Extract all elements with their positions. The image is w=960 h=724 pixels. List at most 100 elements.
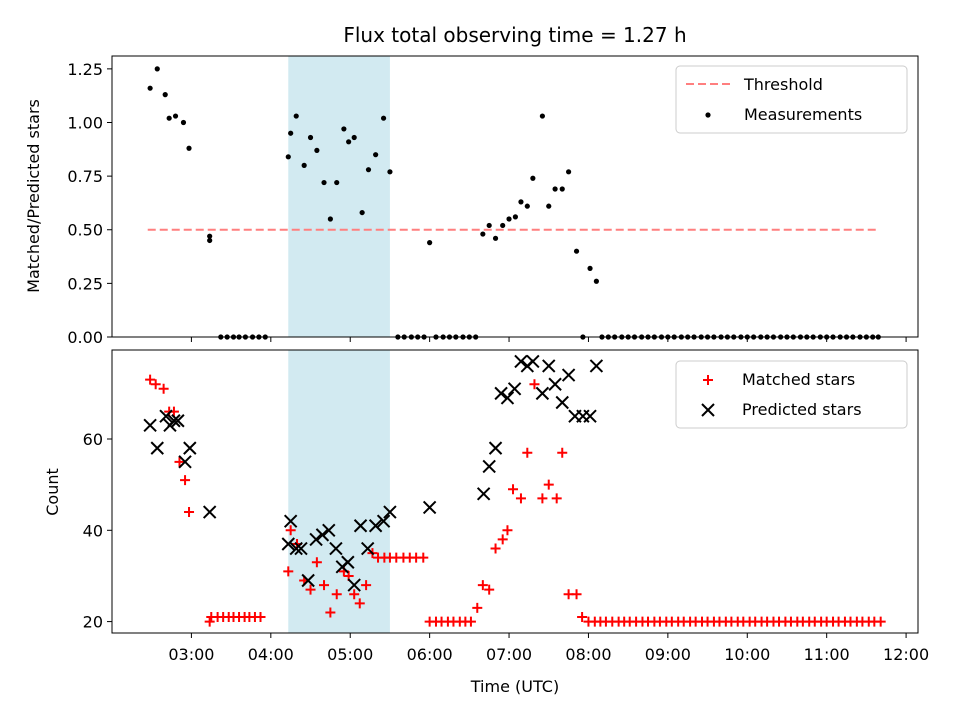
x-tick-label: 10:00 <box>724 645 770 664</box>
top-y-tick-label: 0.50 <box>67 221 103 240</box>
measurement-point <box>427 240 433 246</box>
legend-measurements-label: Measurements <box>744 105 862 124</box>
predicted-star-point <box>514 354 528 369</box>
matched-star-point <box>522 447 533 458</box>
bottom-panel: Count 20 40 60 03:00 04:00 05:00 06:00 07:00 08:… <box>43 349 929 664</box>
matched-star-point <box>465 616 476 627</box>
predicted-star-point <box>341 555 355 569</box>
predicted-star-point <box>482 459 496 474</box>
predicted-star-point <box>561 368 576 382</box>
top-y-tick-label: 0.75 <box>67 167 103 186</box>
measurement-point <box>559 186 565 192</box>
predicted-star-point <box>329 541 343 556</box>
measurement-point <box>573 248 580 254</box>
x-tick-label: 12:00 <box>883 645 929 664</box>
matched-star-point <box>325 607 336 618</box>
measurement-point <box>207 233 213 239</box>
matched-star-point <box>311 557 322 568</box>
top-y-tick-label: 0.25 <box>67 274 103 293</box>
measurement-point <box>207 237 213 244</box>
top-y-tick-label: 1.25 <box>67 60 103 79</box>
legend-predicted-swatch <box>701 403 715 417</box>
predicted-star-point <box>422 500 437 515</box>
matched-star-point <box>557 447 568 458</box>
matched-star-point <box>349 589 360 600</box>
x-tick-label: 06:00 <box>407 645 453 664</box>
matched-star-point <box>150 379 161 390</box>
matched-star-point <box>477 580 488 591</box>
predicted-star-point <box>542 359 556 373</box>
predicted-star-point <box>583 409 597 423</box>
measurement-point <box>380 115 387 121</box>
predicted-star-point <box>376 514 391 528</box>
predicted-star-point <box>281 537 295 551</box>
x-tick-label: 04:00 <box>248 645 294 664</box>
measurement-point <box>373 152 379 158</box>
predicted-star-point <box>309 532 323 547</box>
bottom-y-tick-label: 60 <box>83 430 103 449</box>
matched-star-point <box>145 374 156 385</box>
predicted-star-point <box>360 541 375 556</box>
measurement-point <box>186 145 192 151</box>
predicted-star-point <box>294 541 308 556</box>
bottom-series-x <box>143 354 604 592</box>
matched-star-point <box>184 507 195 518</box>
measurement-point <box>180 119 187 126</box>
matched-star-point <box>490 543 501 554</box>
matched-star-point <box>285 525 296 536</box>
chart-title: Flux total observing time = 1.27 h <box>343 23 686 47</box>
matched-star-point <box>418 552 429 563</box>
measurement-point <box>530 175 536 181</box>
x-axis-label: Time (UTC) <box>470 677 559 696</box>
matched-star-point <box>158 383 169 394</box>
matched-star-point <box>204 616 215 627</box>
matched-star-point <box>354 598 365 609</box>
predicted-star-point <box>589 359 604 373</box>
measurement-point <box>285 154 291 160</box>
top-y-axis-label: Matched/Predicted stars <box>24 99 43 293</box>
matched-star-point <box>472 602 483 613</box>
matched-star-point <box>502 525 513 536</box>
x-tick-label: 05:00 <box>327 645 373 664</box>
bottom-legend-frame <box>675 360 908 429</box>
measurement-point <box>387 169 393 175</box>
matched-star-point <box>571 589 582 600</box>
matched-star-point <box>875 616 886 627</box>
matched-star-point <box>180 475 191 486</box>
matched-star-point <box>529 379 540 390</box>
measurement-point <box>524 203 530 209</box>
x-tick-label: 11:00 <box>804 645 850 664</box>
bottom-shaded-span <box>288 350 390 633</box>
measurement-point <box>500 222 506 229</box>
measurement-point <box>593 278 599 284</box>
bottom-y-tick-label: 20 <box>83 613 103 632</box>
matched-star-point <box>331 589 342 600</box>
matched-star-point <box>174 456 185 467</box>
measurement-point <box>546 203 552 209</box>
top-shaded-span <box>288 56 390 337</box>
measurement-point <box>492 235 499 241</box>
bottom-y-tick-label: 40 <box>83 521 103 540</box>
top-y-tick-label: 1.00 <box>67 113 103 132</box>
bottom-axes-frame <box>111 349 919 634</box>
bottom-legend: Matched stars Predicted stars <box>675 360 908 429</box>
measurement-point <box>154 66 160 72</box>
predicted-star-point <box>183 441 197 455</box>
predicted-star-point <box>159 409 173 423</box>
predicted-star-point <box>353 519 368 533</box>
predicted-star-point <box>322 523 336 538</box>
bottom-y-axis-label: Count <box>43 468 62 516</box>
measurement-point <box>359 209 365 216</box>
predicted-star-point <box>500 391 515 405</box>
legend-measurements-swatch <box>705 112 711 118</box>
matched-star-point <box>543 479 554 490</box>
legend-matched-label: Matched stars <box>742 370 855 389</box>
measurement-point <box>334 179 340 186</box>
predicted-star-point <box>507 382 522 396</box>
measurement-point <box>566 169 572 175</box>
measurement-point <box>147 85 153 91</box>
measurement-point <box>293 113 299 119</box>
predicted-star-point <box>526 354 540 369</box>
measurement-point <box>301 162 307 168</box>
